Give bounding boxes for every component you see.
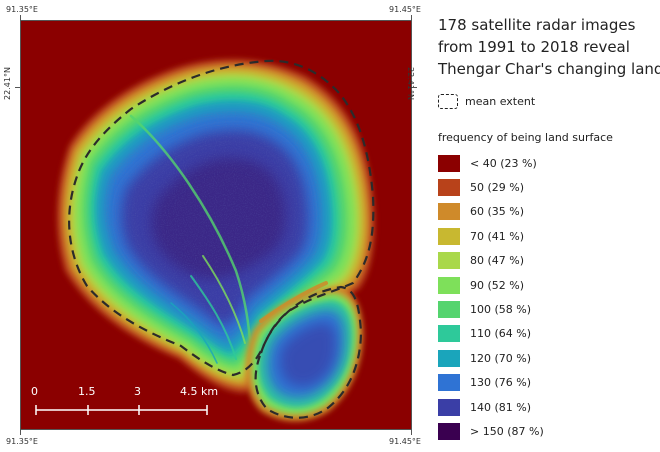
mean-extent-legend: mean extent: [438, 94, 535, 109]
legend-label: 120 (70 %): [470, 351, 532, 365]
land-frequency-map: [21, 21, 411, 429]
coord-top-right: 91.45°E: [389, 5, 421, 14]
legend-swatch: [438, 252, 460, 270]
map-title: 178 satellite radar images from 1991 to …: [438, 14, 660, 80]
scale-bar: [35, 405, 208, 415]
title-line-2: from 1991 to 2018 reveal: [438, 38, 630, 56]
legend-item: 140 (81 %): [438, 395, 544, 419]
legend-swatch: [438, 374, 460, 392]
legend-label: 50 (29 %): [470, 181, 525, 195]
frame-tick-top-left: [20, 15, 21, 20]
legend-item: 110 (64 %): [438, 322, 544, 346]
map-panel: [20, 20, 412, 430]
legend-label: 60 (35 %): [470, 205, 525, 219]
legend-item: > 150 (87 %): [438, 419, 544, 443]
legend-swatch: [438, 203, 460, 221]
legend-swatch: [438, 301, 460, 319]
legend-item: 80 (47 %): [438, 249, 544, 273]
south-ring-140: [279, 323, 337, 387]
legend-label: 80 (47 %): [470, 254, 525, 268]
legend-swatch: [438, 422, 460, 440]
legend-label: 100 (58 %): [470, 303, 532, 317]
legend-label: 90 (52 %): [470, 278, 525, 292]
scale-label-0: 0: [31, 385, 38, 398]
mean-extent-outline: [68, 59, 375, 419]
frequency-legend: < 40 (23 %) 50 (29 %) 60 (35 %) 70 (41 %) 80…: [438, 151, 544, 444]
dashed-rectangle-icon: [438, 94, 458, 109]
coord-bottom-left: 91.35°E: [6, 437, 38, 446]
mean-extent-label: mean extent: [465, 95, 536, 108]
frame-tick-top-right: [411, 15, 412, 20]
legend-swatch: [438, 325, 460, 343]
legend-item: 120 (70 %): [438, 346, 544, 370]
scale-label-1-5: 1.5: [78, 385, 96, 398]
frequency-legend-heading: frequency of being land surface: [438, 131, 613, 144]
legend-item: 100 (58 %): [438, 297, 544, 321]
legend-item: 60 (35 %): [438, 200, 544, 224]
coord-left-side: 22.41°N: [2, 67, 12, 100]
legend-item: 130 (76 %): [438, 371, 544, 395]
legend-item: < 40 (23 %): [438, 151, 544, 175]
frame-tick-right: [412, 87, 417, 88]
coord-right-side: 22.41°N: [405, 67, 415, 100]
legend-label: 110 (64 %): [470, 327, 532, 341]
legend-label: 140 (81 %): [470, 400, 532, 414]
title-line-1: 178 satellite radar images: [438, 16, 636, 34]
frame-tick-bottom-left: [20, 430, 21, 435]
legend-swatch: [438, 154, 460, 172]
legend-item: 70 (41 %): [438, 224, 544, 248]
legend-label: 70 (41 %): [470, 229, 525, 243]
title-line-3: Thengar Char's changing land: [438, 60, 660, 78]
legend-swatch: [438, 276, 460, 294]
south-island-rings: [245, 287, 363, 422]
coord-top-left: 91.35°E: [6, 5, 38, 14]
coord-bottom-right: 91.45°E: [389, 437, 421, 446]
legend-swatch: [438, 227, 460, 245]
legend-item: 50 (29 %): [438, 175, 544, 199]
legend-item: 90 (52 %): [438, 273, 544, 297]
legend-label: 130 (76 %): [470, 376, 532, 390]
legend-swatch: [438, 349, 460, 367]
legend-swatch: [438, 179, 460, 197]
frame-tick-left: [15, 87, 20, 88]
scale-label-3: 3: [134, 385, 141, 398]
legend-label: > 150 (87 %): [470, 424, 544, 438]
legend-swatch: [438, 398, 460, 416]
scale-label-4-5-km: 4.5 km: [180, 385, 219, 398]
main-island-rings: [57, 59, 375, 393]
frame-tick-bottom-right: [411, 430, 412, 435]
legend-label: < 40 (23 %): [470, 156, 537, 170]
